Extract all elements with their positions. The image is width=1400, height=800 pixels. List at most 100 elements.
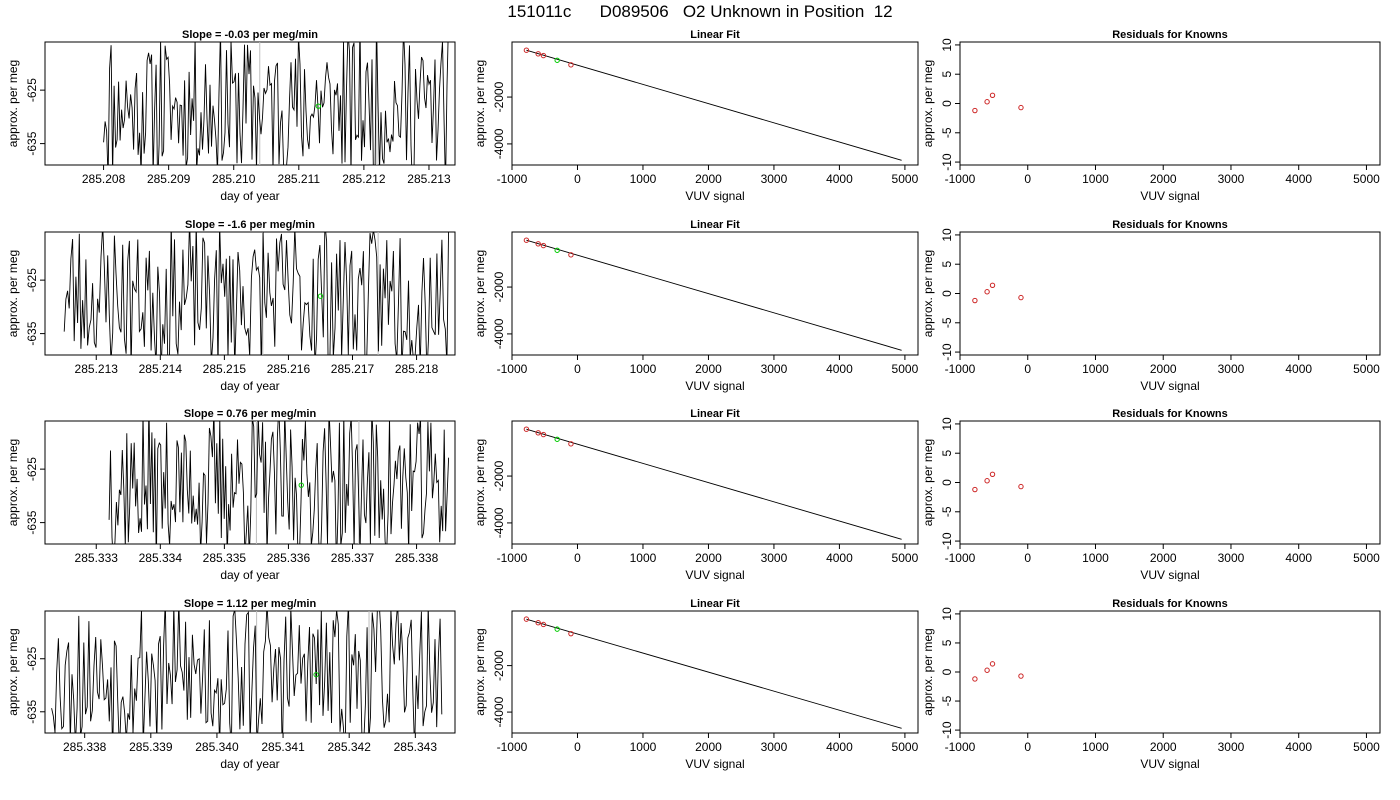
residual-point — [984, 667, 990, 673]
x-tick-label: -1000 — [497, 362, 528, 376]
x-tick-label: 0 — [574, 172, 581, 186]
x-tick-label: 0 — [1024, 172, 1031, 186]
y-tick-label: 5 — [940, 639, 954, 646]
x-tick-label: 285.342 — [327, 740, 371, 754]
x-tick-label: 4000 — [1285, 362, 1312, 376]
fit-line — [526, 428, 902, 540]
slope-panel-1: 285.208 285.209 285.210 285.211 285.212 285.2… — [6, 29, 456, 203]
x-tick-label: 2000 — [1150, 362, 1177, 376]
x-tick-label: 5000 — [892, 362, 919, 376]
unknown-point — [554, 247, 560, 253]
y-axis-label: approx. per meg — [473, 628, 487, 715]
fit-line — [526, 49, 902, 161]
x-tick-label: 285.216 — [267, 362, 311, 376]
x-tick-label: 285.214 — [139, 362, 183, 376]
panel-title: Residuals for Knowns — [1112, 598, 1228, 610]
y-tick-label: -4000 — [492, 128, 506, 159]
y-axis-label: approx. per meg — [921, 439, 935, 526]
x-tick-label: 0 — [1024, 551, 1031, 565]
x-tick-label: 5000 — [892, 740, 919, 754]
x-axis-label: VUV signal — [685, 189, 744, 203]
linear-fit-panel-2: -1000 0 1000 2000 3000 4000 5000 -2000 -4000 Line… — [473, 219, 919, 393]
y-axis-label: approx. per meg — [473, 250, 487, 337]
y-axis-label: approx. per meg — [473, 60, 487, 147]
x-tick-label: 285.217 — [331, 362, 375, 376]
x-tick-label: 5000 — [1353, 172, 1380, 186]
residual-point — [989, 471, 996, 477]
x-tick-label: 285.338 — [395, 551, 439, 565]
y-tick-label: 5 — [940, 450, 954, 457]
linear-fit-panel-4: -1000 0 1000 2000 3000 4000 5000 -2000 -4000 Line… — [473, 598, 919, 771]
x-tick-label: 2000 — [1150, 551, 1177, 565]
x-tick-label: 1000 — [630, 551, 657, 565]
y-tick-label: 10 — [940, 417, 954, 431]
unknown-marker — [315, 103, 322, 109]
x-tick-label: 5000 — [1353, 551, 1380, 565]
x-axis-label: day of year — [220, 568, 279, 582]
x-tick-label: 5000 — [892, 172, 919, 186]
x-tick-label: 285.334 — [139, 551, 183, 565]
x-tick-label: 285.215 — [203, 362, 247, 376]
x-tick-label: 1000 — [1082, 551, 1109, 565]
x-tick-label: 0 — [574, 551, 581, 565]
panel-title: Linear Fit — [690, 408, 740, 420]
y-tick-label: -4000 — [492, 318, 506, 349]
x-tick-label: 285.213 — [75, 362, 119, 376]
x-tick-label: 3000 — [1218, 172, 1245, 186]
x-tick-label: 4000 — [1285, 551, 1312, 565]
x-tick-label: 285.339 — [129, 740, 173, 754]
x-tick-label: 3000 — [1218, 551, 1245, 565]
panel-title: Residuals for Knowns — [1112, 29, 1228, 41]
x-tick-label: -1000 — [945, 551, 976, 565]
y-tick-label: -4000 — [492, 696, 506, 727]
plot-frame — [959, 41, 1381, 166]
panel-title: Linear Fit — [690, 219, 740, 231]
x-tick-label: -1000 — [945, 740, 976, 754]
y-tick-label: -625 — [25, 78, 39, 102]
x-tick-label: 285.210 — [212, 172, 256, 186]
x-tick-label: 4000 — [1285, 172, 1312, 186]
x-tick-label: 285.341 — [261, 740, 305, 754]
linear-fit-panel-3: -1000 0 1000 2000 3000 4000 5000 -2000 -4000 Line… — [473, 408, 919, 582]
unknown-marker — [298, 482, 304, 488]
known-point — [535, 620, 541, 626]
y-axis-label: approx. per meg — [921, 628, 935, 715]
residual-point — [1018, 294, 1024, 301]
x-tick-label: 1000 — [630, 362, 657, 376]
x-tick-label: 4000 — [826, 172, 853, 186]
x-tick-label: 285.211 — [278, 172, 321, 186]
residual-point — [972, 486, 978, 493]
residual-point — [1018, 673, 1024, 679]
residual-point — [1018, 483, 1024, 490]
x-tick-label: 2000 — [695, 740, 722, 754]
page-title: 151011c D089506 O2 Unknown in Position 1… — [507, 2, 893, 21]
data-trace — [108, 421, 450, 544]
plot-frame — [44, 41, 456, 166]
known-point — [523, 237, 530, 243]
x-axis-label: VUV signal — [685, 568, 744, 582]
x-tick-label: 2000 — [695, 172, 722, 186]
y-axis-label: approx. per meg — [6, 439, 20, 526]
linear-fit-panel-1: -1000 0 1000 2000 3000 4000 5000 -2000 -4000 Line… — [473, 29, 919, 203]
x-axis-label: VUV signal — [1140, 568, 1199, 582]
known-point — [535, 51, 541, 57]
x-axis-label: day of year — [220, 189, 279, 203]
plot-frame — [959, 231, 1381, 356]
panel-title: Slope = -1.6 per meg/min — [185, 219, 315, 231]
x-tick-label: 285.218 — [395, 362, 439, 376]
panel-title: Slope = 0.76 per meg/min — [184, 408, 317, 420]
x-tick-label: 285.333 — [75, 551, 119, 565]
residual-point — [972, 676, 978, 682]
x-tick-label: -1000 — [497, 740, 528, 754]
y-tick-label: 0 — [940, 479, 954, 486]
y-tick-label: 10 — [940, 228, 954, 242]
unknown-point — [554, 626, 560, 632]
y-tick-label: -625 — [25, 268, 39, 292]
y-tick-label: -635 — [25, 699, 39, 723]
y-tick-label: -5 — [940, 317, 954, 328]
x-tick-label: 3000 — [761, 172, 788, 186]
residuals-panel-2: -1000 0 1000 2000 3000 4000 5000 10 5 0 -5 -10 Resid… — [921, 219, 1381, 393]
panel-title: Slope = -0.03 per meg/min — [182, 29, 318, 41]
y-axis-label: approx. per meg — [6, 250, 20, 337]
y-tick-label: -10 — [940, 721, 954, 739]
